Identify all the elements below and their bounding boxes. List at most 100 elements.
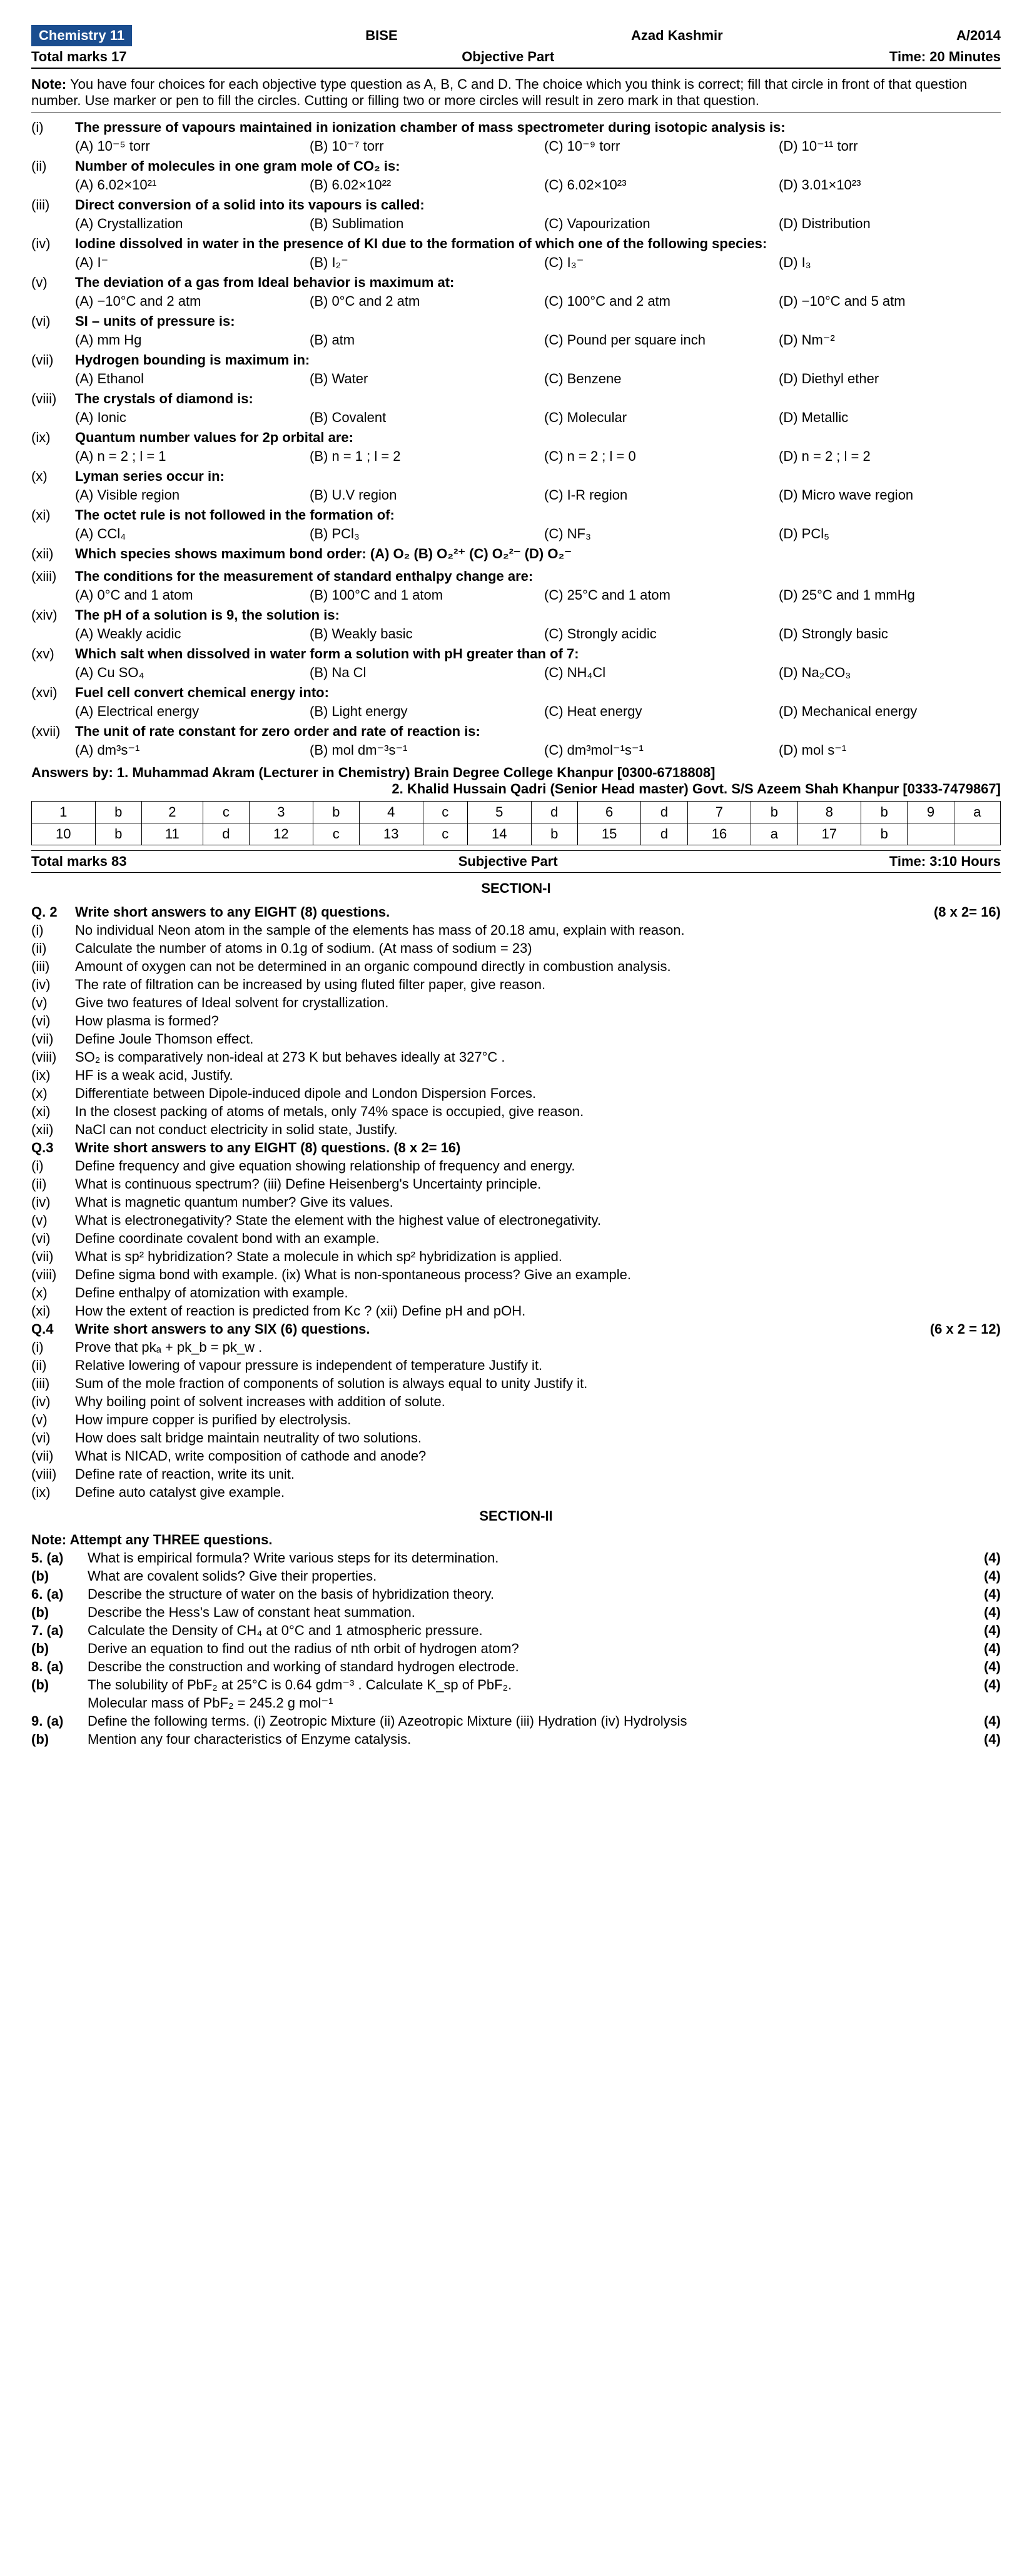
ans-cell: d — [203, 823, 249, 845]
ans-cell: 4 — [359, 802, 423, 823]
short-q-text: Amount of oxygen can not be determined i… — [75, 958, 1001, 975]
objective-part: Objective Part — [462, 49, 554, 65]
ans-cell: 9 — [908, 802, 954, 823]
mcq-text: The crystals of diamond is: — [75, 391, 1001, 407]
mcq-num: (xv) — [31, 646, 75, 681]
short-q: (xi)In the closest packing of atoms of m… — [31, 1104, 1001, 1120]
mcq-text: Direct conversion of a solid into its va… — [75, 197, 1001, 213]
mcq-text: Hydrogen bounding is maximum in: — [75, 352, 1001, 368]
long-q: (b)The solubility of PbF₂ at 25°C is 0.6… — [31, 1677, 1001, 1693]
short-q-num: (xi) — [31, 1104, 75, 1120]
short-q-text: What is continuous spectrum? (iii) Defin… — [75, 1176, 1001, 1192]
mcq-option: (D) 3.01×10²³ — [779, 177, 1001, 193]
mcq-num: (xiv) — [31, 607, 75, 642]
short-q-text: How plasma is formed? — [75, 1013, 1001, 1029]
long-q-marks: (4) — [963, 1586, 1001, 1602]
mcq-num: (iii) — [31, 197, 75, 232]
short-q-num: (viii) — [31, 1049, 75, 1065]
mcq-option: (B) Weakly basic — [310, 626, 532, 642]
ans-cell: c — [423, 823, 467, 845]
mcq: (xv)Which salt when dissolved in water f… — [31, 646, 1001, 681]
subjective-header: Total marks 83 Subjective Part Time: 3:1… — [31, 850, 1001, 873]
q4-items: (i)Prove that pkₐ + pk_b = pk_w .(ii)Rel… — [31, 1339, 1001, 1501]
q4-num: Q.4 — [31, 1321, 75, 1337]
ans-cell — [954, 823, 1000, 845]
mcq-num: (xi) — [31, 507, 75, 542]
short-q-text: How the extent of reaction is predicted … — [75, 1303, 1001, 1319]
note-label: Note: — [31, 76, 66, 92]
mcq-text: The pressure of vapours maintained in io… — [75, 119, 1001, 136]
mcq-option: (B) Na Cl — [310, 665, 532, 681]
short-q-text: What is electronegativity? State the ele… — [75, 1212, 1001, 1229]
mcq-option: (D) Micro wave region — [779, 487, 1001, 503]
mcq-text: Which salt when dissolved in water form … — [75, 646, 1001, 662]
q2-text: Write short answers to any EIGHT (8) que… — [75, 904, 1001, 920]
answer-table: 1b2c3b4c5d6d7b8b9a 10b11d12c13c14b15d16a… — [31, 801, 1001, 845]
mcq-body: Direct conversion of a solid into its va… — [75, 197, 1001, 232]
mcq-options: (A) Ionic(B) Covalent(C) Molecular(D) Me… — [75, 410, 1001, 426]
mcq-options: (A) Cu SO₄(B) Na Cl(C) NH₄Cl(D) Na₂CO₃ — [75, 665, 1001, 681]
short-q-text: Sum of the mole fraction of components o… — [75, 1376, 1001, 1392]
board: BISE — [365, 28, 397, 44]
short-q-text: Define sigma bond with example. (ix) Wha… — [75, 1267, 1001, 1283]
mcq-options: (A) CCl₄(B) PCl₃(C) NF₃(D) PCl₅ — [75, 526, 1001, 542]
mcq-num: (xii) — [31, 546, 75, 565]
mcq-option: (A) 0°C and 1 atom — [75, 587, 297, 603]
mcq-body: The conditions for the measurement of st… — [75, 568, 1001, 603]
q4-header: Q.4 Write short answers to any SIX (6) q… — [31, 1321, 1001, 1337]
mcq-body: Fuel cell convert chemical energy into:(… — [75, 685, 1001, 720]
long-q-text: Molecular mass of PbF₂ = 245.2 g mol⁻¹ — [88, 1695, 963, 1711]
mcq-num: (vi) — [31, 313, 75, 348]
mcq-option: (A) −10°C and 2 atm — [75, 293, 297, 309]
short-q-num: (vii) — [31, 1249, 75, 1265]
ans-cell: 5 — [467, 802, 531, 823]
mcq-option: (A) n = 2 ; l = 1 — [75, 448, 297, 465]
short-q-num: (i) — [31, 1158, 75, 1174]
mcq-option: (D) Distribution — [779, 216, 1001, 232]
short-q: (vi)How does salt bridge maintain neutra… — [31, 1430, 1001, 1446]
short-q: (vii)What is NICAD, write composition of… — [31, 1448, 1001, 1464]
mcq: (x)Lyman series occur in:(A) Visible reg… — [31, 468, 1001, 503]
long-q-num: (b) — [31, 1731, 88, 1748]
short-q-num: (iii) — [31, 1376, 75, 1392]
mcq-body: Which species shows maximum bond order: … — [75, 546, 1001, 565]
short-q-text: Calculate the number of atoms in 0.1g of… — [75, 940, 1001, 957]
long-q-num: (b) — [31, 1677, 88, 1693]
short-q-num: (ii) — [31, 1357, 75, 1374]
long-q-num — [31, 1695, 88, 1711]
mcq-option: (D) Diethyl ether — [779, 371, 1001, 387]
mcq: (i)The pressure of vapours maintained in… — [31, 119, 1001, 154]
mcq-options: (A) Ethanol(B) Water(C) Benzene(D) Dieth… — [75, 371, 1001, 387]
mcq-option: (D) mol s⁻¹ — [779, 742, 1001, 758]
ans-cell: b — [751, 802, 797, 823]
subject-chip: Chemistry 11 — [31, 25, 132, 46]
mcq: (iii)Direct conversion of a solid into i… — [31, 197, 1001, 232]
short-q-text: HF is a weak acid, Justify. — [75, 1067, 1001, 1084]
mcq-option: (C) I-R region — [544, 487, 766, 503]
q3-text: Write short answers to any EIGHT (8) que… — [75, 1140, 1001, 1156]
ans-cell: a — [954, 802, 1000, 823]
mcq-option: (C) 25°C and 1 atom — [544, 587, 766, 603]
long-q-num: 8. (a) — [31, 1659, 88, 1675]
mcq-body: SI – units of pressure is:(A) mm Hg(B) a… — [75, 313, 1001, 348]
short-q-num: (i) — [31, 1339, 75, 1356]
ans-cell: 13 — [359, 823, 423, 845]
mcq: (iv)Iodine dissolved in water in the pre… — [31, 236, 1001, 271]
long-q-num: (b) — [31, 1641, 88, 1657]
short-q: (ii)Calculate the number of atoms in 0.1… — [31, 940, 1001, 957]
mcq-option: (A) Cu SO₄ — [75, 665, 297, 681]
mcq-num: (ii) — [31, 158, 75, 193]
mcq-option: (B) 0°C and 2 atm — [310, 293, 532, 309]
ans-cell: b — [531, 823, 577, 845]
mcq-option: (A) Crystallization — [75, 216, 297, 232]
time-subj: Time: 3:10 Hours — [889, 853, 1001, 870]
q2-num: Q. 2 — [31, 904, 75, 920]
short-q-num: (vii) — [31, 1031, 75, 1047]
mcq-body: The unit of rate constant for zero order… — [75, 723, 1001, 758]
short-q: (v)Give two features of Ideal solvent fo… — [31, 995, 1001, 1011]
short-q-num: (vi) — [31, 1430, 75, 1446]
mcq-option: (D) I₃ — [779, 254, 1001, 271]
ans-cell — [908, 823, 954, 845]
short-q: (viii)SO₂ is comparatively non-ideal at … — [31, 1049, 1001, 1065]
mcq-option: (A) Ethanol — [75, 371, 297, 387]
